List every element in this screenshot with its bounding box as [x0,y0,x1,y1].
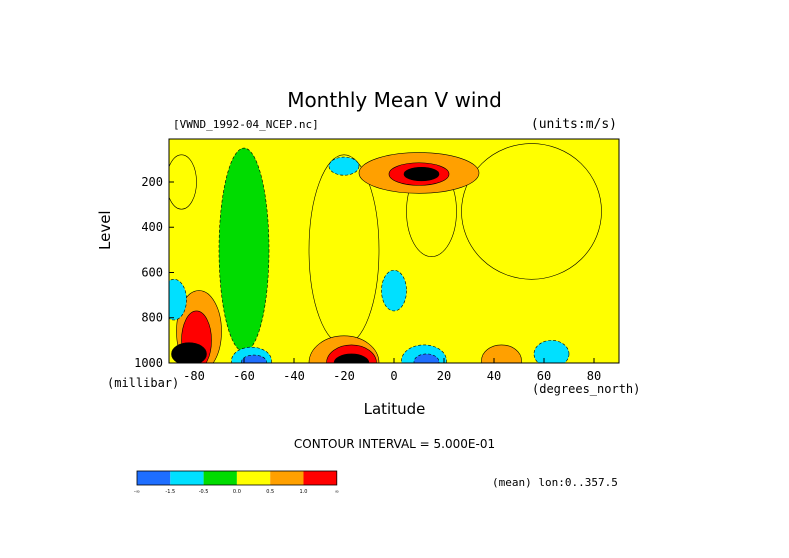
y-tick-label: 600 [141,265,163,279]
colorbar-label: 0.0 [233,489,241,495]
colorbar-swatch [236,471,271,485]
contour-region [169,278,187,321]
x-tick-label: 0 [390,369,397,383]
contour-region [241,354,267,363]
contour-region [533,340,570,363]
contour-region [481,344,522,363]
contour-region [171,342,207,363]
colorbar-swatch [203,471,237,485]
colorbar-label: -0.5 [199,489,209,495]
y-axis-unit: (millibar) [107,376,180,390]
colorbar-swatch [137,471,171,485]
y-tick-label: 200 [141,175,163,189]
colorbar-swatch [170,471,204,485]
x-tick-label: 40 [487,369,501,383]
y-tick-label: 800 [141,311,163,325]
colorbar-label: 1.0 [300,489,308,495]
colorbar-label: -1.5 [165,489,175,495]
x-tick-label: 60 [537,369,551,383]
colorbar-frame [136,470,338,486]
chart-title: Monthly Mean V wind [287,88,502,112]
x-axis-unit: (degrees_north) [532,382,641,396]
x-tick-label: 20 [437,369,451,383]
x-tick-label: 80 [587,369,601,383]
x-tick-label: -80 [183,369,205,383]
colorbar-label: 0.5 [266,489,274,495]
contour-region [413,353,440,363]
contour-region [169,154,197,210]
x-tick-label: -40 [283,369,305,383]
contour-region [381,269,407,312]
colorbar-swatch [303,471,337,485]
x-axis-label: Latitude [363,400,426,418]
contour-region [461,143,602,280]
contour-region [403,166,440,182]
x-tick-label: -60 [233,369,255,383]
dataset-filename: [VWND_1992-04_NCEP.nc] [173,118,319,131]
contour-region [328,156,360,176]
colorbar-swatch [270,471,304,485]
y-tick-label: 1000 [134,356,163,370]
averaging-note: (mean) lon:0..357.5 [492,476,618,489]
colorbar-label: -∞ [134,489,140,495]
colorbar-label: ∞ [335,489,339,495]
units-label: (units:m/s) [530,117,617,132]
y-tick-label: 400 [141,220,163,234]
contour-region [218,147,270,352]
x-tick-label: -20 [333,369,355,383]
contour-interval: CONTOUR INTERVAL = 5.000E-01 [293,437,496,451]
